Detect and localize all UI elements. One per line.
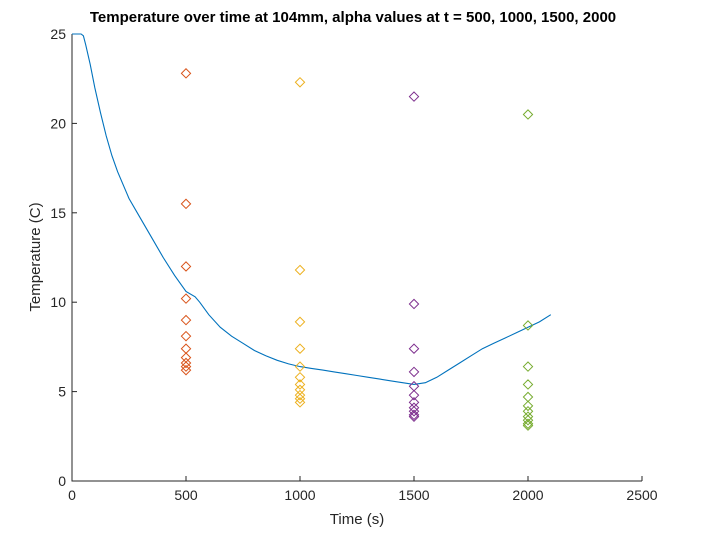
- alpha-series-500: [180, 68, 192, 376]
- x-tick-label: 0: [68, 487, 76, 503]
- y-tick-label: 25: [50, 26, 66, 42]
- x-axis-label: Time (s): [330, 511, 384, 528]
- alpha-point: [408, 298, 420, 310]
- alpha-point: [180, 198, 192, 210]
- plot-area: [72, 33, 552, 431]
- alpha-series-1500: [408, 91, 420, 422]
- alpha-point: [294, 379, 306, 390]
- x-tick-label: 500: [174, 487, 198, 503]
- alpha-series-2000: [522, 109, 534, 431]
- alpha-point: [180, 361, 192, 372]
- alpha-point: [522, 400, 534, 412]
- axes-box: [71, 34, 642, 482]
- alpha-point: [180, 343, 192, 354]
- temperature-line: [72, 33, 552, 385]
- alpha-point: [294, 76, 306, 88]
- alpha-point: [408, 380, 420, 392]
- alpha-point: [522, 320, 534, 331]
- alpha-point: [180, 261, 192, 272]
- alpha-point: [408, 409, 420, 421]
- alpha-point: [522, 420, 534, 431]
- alpha-point: [294, 393, 306, 405]
- alpha-point: [294, 397, 306, 408]
- alpha-point: [408, 343, 420, 354]
- alpha-point: [408, 389, 420, 401]
- alpha-point: [522, 405, 534, 417]
- alpha-point: [408, 91, 420, 102]
- x-tick-label: 2500: [626, 487, 657, 503]
- alpha-point: [294, 361, 306, 372]
- alpha-point: [408, 411, 420, 422]
- alpha-point: [180, 293, 192, 304]
- alpha-point: [522, 379, 534, 390]
- y-tick-label: 0: [58, 473, 66, 489]
- y-tick-label: 20: [50, 115, 66, 131]
- alpha-point: [294, 316, 306, 328]
- alpha-point: [408, 405, 420, 417]
- alpha-point: [294, 343, 306, 354]
- alpha-point: [522, 414, 534, 426]
- alpha-point: [522, 109, 534, 120]
- alpha-point: [180, 357, 192, 369]
- alpha-series-1000: [294, 76, 306, 408]
- alpha-point: [408, 366, 420, 378]
- alpha-point: [180, 68, 192, 79]
- x-ticks: 0 500 1000 1500 2000 2500: [68, 476, 658, 503]
- alpha-point: [180, 352, 192, 363]
- alpha-point: [180, 330, 192, 342]
- x-tick-label: 1000: [284, 487, 315, 503]
- alpha-point: [294, 264, 306, 276]
- y-tick-label: 10: [50, 294, 66, 310]
- x-tick-label: 1500: [398, 487, 429, 503]
- alpha-point: [180, 314, 192, 326]
- alpha-point: [294, 389, 306, 401]
- alpha-point: [522, 418, 534, 430]
- alpha-point: [294, 384, 306, 396]
- y-tick-label: 15: [50, 205, 66, 221]
- x-tick-label: 2000: [512, 487, 543, 503]
- y-tick-label: 5: [58, 384, 66, 400]
- chart-title: Temperature over time at 104mm, alpha va…: [90, 9, 616, 26]
- y-axis-label: Temperature (C): [27, 202, 44, 311]
- alpha-point: [522, 391, 534, 403]
- alpha-point: [180, 364, 192, 376]
- alpha-point: [522, 361, 534, 372]
- y-ticks: 0 5 10 15 20 25: [50, 26, 77, 489]
- alpha-point: [294, 371, 306, 383]
